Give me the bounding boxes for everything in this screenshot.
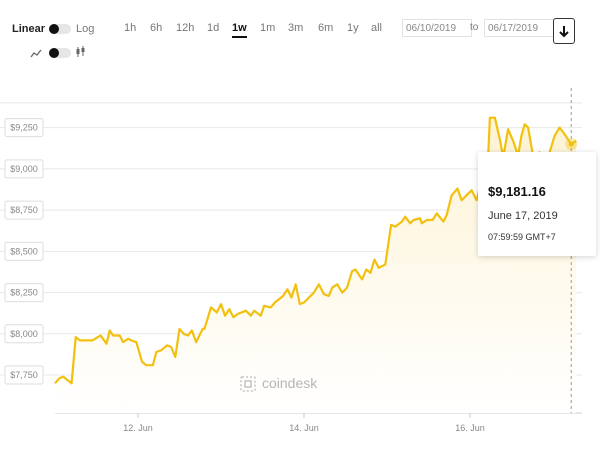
y-tick-box — [4, 118, 44, 138]
date-to-input[interactable] — [484, 19, 554, 37]
y-tick-box — [4, 159, 44, 179]
scale-log-label: Log — [76, 23, 95, 35]
x-tick-label: 14. Jun — [289, 423, 319, 433]
scale-toggle-knob — [49, 24, 59, 34]
line-chart-icon[interactable] — [30, 46, 42, 64]
y-tick-label: $7,750 — [10, 370, 38, 380]
y-tick-box — [4, 283, 44, 303]
download-button[interactable] — [553, 18, 575, 44]
x-tick-label: 16. Jun — [455, 423, 485, 433]
y-tick-box — [4, 241, 44, 261]
to-label: to — [470, 22, 479, 33]
range-1m-button[interactable]: 1m — [260, 22, 276, 34]
range-1w-button[interactable]: 1w — [232, 22, 247, 38]
y-tick-box — [4, 200, 44, 220]
chart-controls: Linear Log 1h 6h 12h 1d 1w 1m 3m 6m 1y a… — [0, 0, 600, 80]
chart-type-toggle[interactable] — [49, 48, 71, 58]
x-axis: 12. Jun 14. Jun 16. Jun — [55, 412, 582, 433]
coindesk-logo-icon — [240, 376, 256, 392]
hover-dot — [568, 141, 574, 147]
tooltip-time: 07:59:59 GMT+7 — [488, 232, 556, 242]
range-1h-button[interactable]: 1h — [124, 22, 137, 34]
y-tick-label: $9,250 — [10, 123, 38, 133]
range-3m-button[interactable]: 3m — [288, 22, 304, 34]
y-axis: $7,750 $8,000 $8,250 $8,500 $8,750 $9,000 $9,2… — [4, 118, 44, 385]
download-arrow-icon — [559, 26, 569, 38]
data-points — [54, 117, 577, 384]
range-6m-button[interactable]: 6m — [318, 22, 334, 34]
y-tick-label: $8,000 — [10, 329, 38, 339]
tooltip-price: $9,181.16 — [488, 184, 546, 199]
range-1d-button[interactable]: 1d — [207, 22, 220, 34]
watermark-text: coindesk — [262, 375, 318, 391]
date-from-input[interactable] — [402, 19, 472, 37]
range-all-button[interactable]: all — [371, 22, 383, 34]
hover-marker — [565, 138, 578, 151]
scale-toggle[interactable] — [49, 24, 71, 34]
candlestick-icon[interactable] — [76, 45, 86, 63]
tooltip-date: June 17, 2019 — [488, 210, 558, 222]
y-tick-box — [4, 324, 44, 344]
y-tick-box — [4, 365, 44, 385]
y-tick-label: $8,250 — [10, 288, 38, 298]
range-12h-button[interactable]: 12h — [176, 22, 195, 34]
price-area — [55, 117, 577, 413]
y-tick-label: $8,500 — [10, 246, 38, 256]
y-tick-label: $9,000 — [10, 164, 38, 174]
scale-linear-label: Linear — [12, 23, 46, 35]
range-1y-button[interactable]: 1y — [347, 22, 359, 34]
x-tick-label: 12. Jun — [123, 423, 153, 433]
price-line — [54, 116, 577, 385]
y-tick-label: $8,750 — [10, 205, 38, 215]
price-tooltip: $9,181.16 June 17, 2019 07:59:59 GMT+7 — [478, 152, 596, 256]
range-6h-button[interactable]: 6h — [150, 22, 163, 34]
chart-type-toggle-knob — [49, 48, 59, 58]
